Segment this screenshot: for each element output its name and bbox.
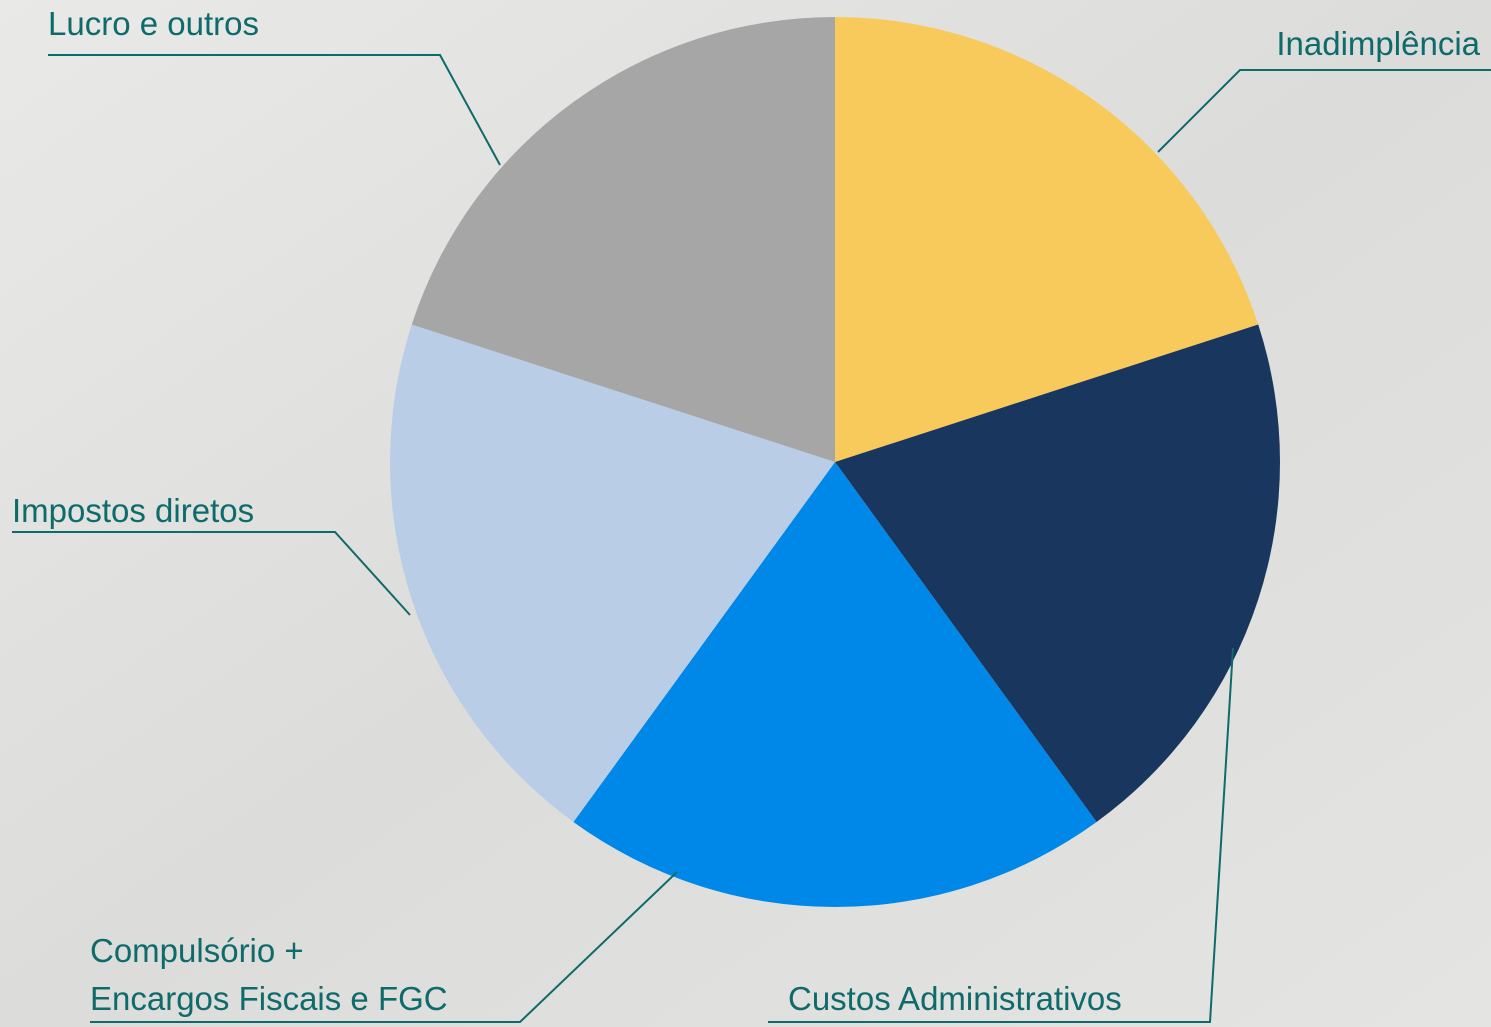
slice-label: Impostos diretos [12, 492, 254, 529]
label-line: Lucro e outros [48, 5, 259, 42]
label-line: Inadimplência [1276, 25, 1480, 62]
pie-slice [573, 462, 1097, 908]
slice-label: Lucro e outros [48, 5, 259, 42]
slice-label: Compulsório + Encargos Fiscais e FGC [90, 932, 448, 1017]
leader-line [90, 871, 678, 1023]
slice-label: Inadimplência [1276, 25, 1480, 62]
label-line: Encargos Fiscais e FGC [90, 980, 448, 1017]
leader-line [1157, 69, 1491, 153]
pie-slice [835, 324, 1280, 823]
label-line: Compulsório + [90, 932, 304, 969]
pie-slice [389, 324, 835, 823]
pie-slice [835, 17, 1259, 462]
label-line: Custos Administrativos [788, 980, 1122, 1017]
leader-line [768, 647, 1234, 1023]
pie-slice [411, 17, 835, 462]
label-line: Impostos diretos [12, 492, 254, 529]
leader-line [48, 54, 501, 166]
slice-label: Custos Administrativos [788, 980, 1122, 1017]
leader-line [12, 531, 411, 616]
